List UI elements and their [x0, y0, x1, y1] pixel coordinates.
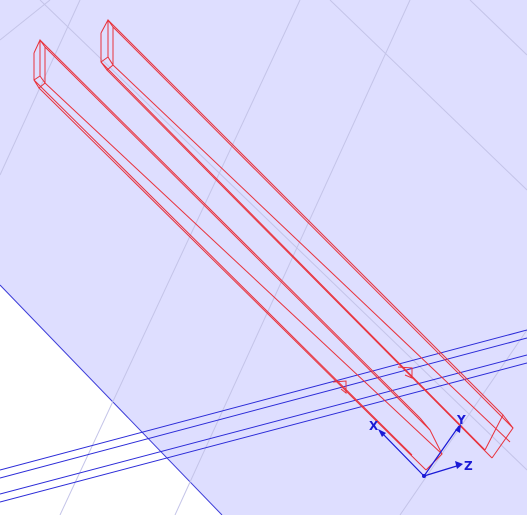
work-plane-edge	[0, 284, 223, 515]
x-axis-label: X	[369, 419, 379, 433]
beam-right[interactable]	[100, 19, 514, 459]
y-axis-arrow	[455, 424, 461, 433]
z-axis-arrow	[455, 461, 463, 469]
beam-left[interactable]	[33, 39, 443, 471]
axis-triad: X Y Z	[369, 413, 473, 478]
y-axis-line	[423, 425, 460, 477]
y-axis-label: Y	[456, 413, 466, 427]
x-axis-line	[379, 430, 425, 477]
z-axis-label: Z	[464, 459, 473, 473]
z-axis-line	[423, 464, 461, 477]
x-axis-arrow	[378, 429, 386, 437]
